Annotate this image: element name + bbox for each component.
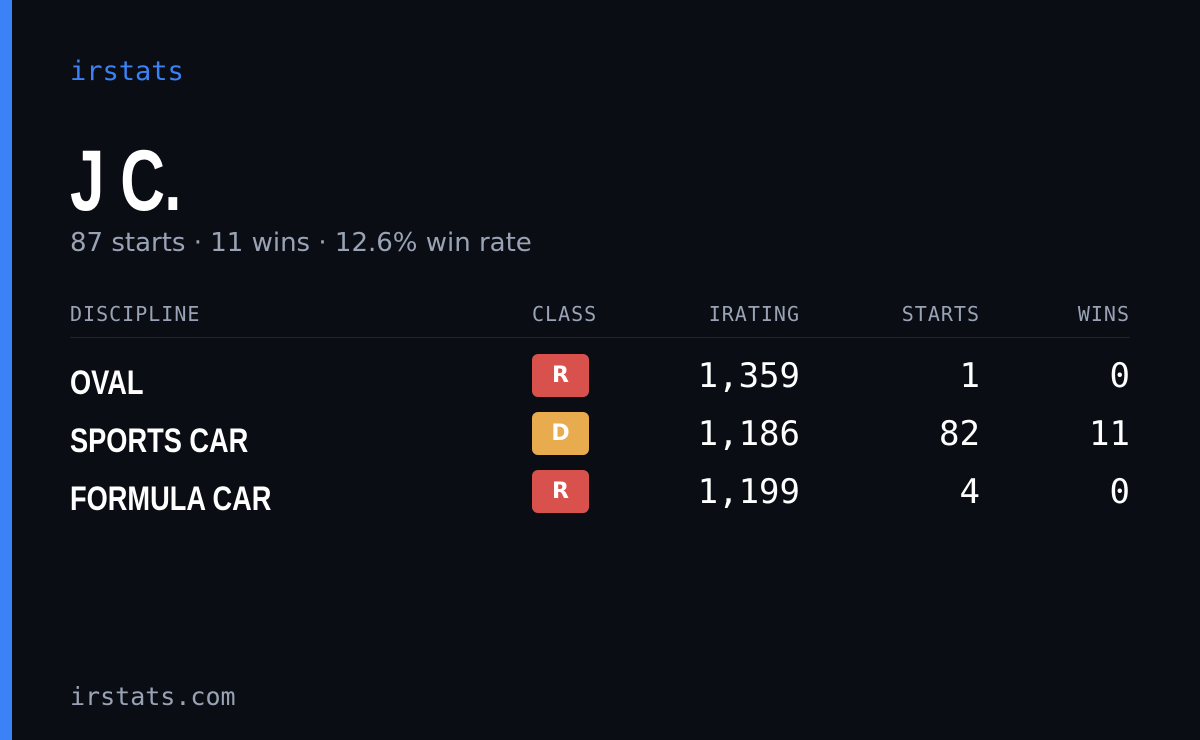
wins: 11 <box>1089 414 1130 454</box>
column-header: STARTS <box>901 302 980 326</box>
footer: irstats.com <box>70 682 236 711</box>
discipline: OVAL <box>70 364 144 402</box>
wins: 0 <box>1109 356 1130 396</box>
class-badge: D <box>532 412 589 455</box>
column-header: WINS <box>1077 302 1130 326</box>
driver-name: J C. <box>70 133 181 229</box>
column-header: IRATING <box>708 302 800 326</box>
irating: 1,186 <box>697 414 800 454</box>
column-header: CLASS <box>532 302 598 326</box>
header-rule <box>70 337 1130 338</box>
irating: 1,199 <box>697 472 800 512</box>
summary: 87 starts · 11 wins · 12.6% win rate <box>70 228 532 258</box>
starts: 1 <box>959 356 980 396</box>
column-header: DISCIPLINE <box>70 302 201 326</box>
brand: irstats <box>70 56 184 87</box>
wins: 0 <box>1109 472 1130 512</box>
starts: 4 <box>959 472 980 512</box>
class-badge: R <box>532 354 589 397</box>
irating: 1,359 <box>697 356 800 396</box>
starts: 82 <box>939 414 980 454</box>
class-badge: R <box>532 470 589 513</box>
discipline: SPORTS CAR <box>70 422 249 460</box>
accent-bar <box>0 0 12 740</box>
discipline: FORMULA CAR <box>70 480 272 518</box>
